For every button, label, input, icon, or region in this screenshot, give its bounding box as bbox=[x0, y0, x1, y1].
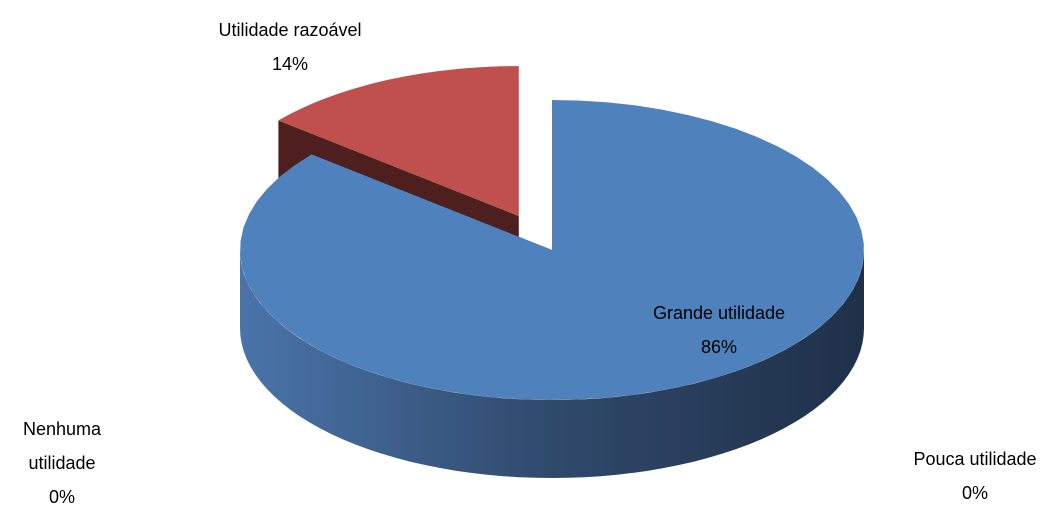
data-label: Nenhuma utilidade 0% bbox=[7, 412, 117, 505]
data-label: Utilidade razoável 14% bbox=[218, 13, 361, 81]
pie-slice bbox=[240, 100, 864, 478]
value-label: 14% bbox=[271, 54, 309, 74]
slice-top bbox=[278, 66, 519, 217]
data-label: Grande utilidade 86% bbox=[653, 296, 785, 364]
category-label: Nenhuma utilidade bbox=[22, 419, 102, 473]
value-label: 0% bbox=[48, 487, 75, 505]
value-label: 0% bbox=[961, 483, 988, 503]
category-label: Pouca utilidade bbox=[913, 449, 1037, 469]
slice-top bbox=[240, 100, 864, 400]
slice-side bbox=[240, 250, 864, 478]
value-label: 86% bbox=[700, 337, 738, 357]
category-label: Utilidade razoável bbox=[218, 20, 362, 40]
data-label: Pouca utilidade 0% bbox=[913, 442, 1036, 505]
category-label: Grande utilidade bbox=[652, 303, 786, 323]
